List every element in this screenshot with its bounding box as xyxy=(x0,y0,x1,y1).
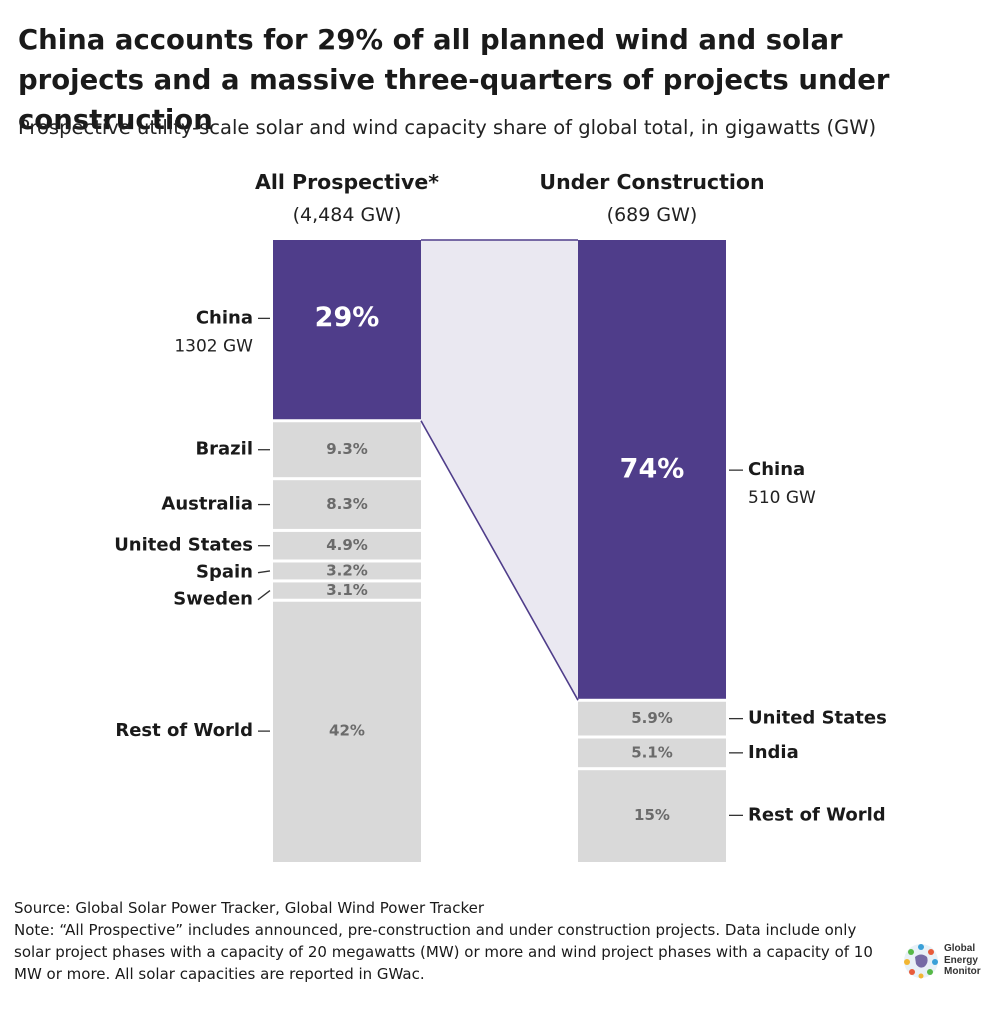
gem-logo: Global Energy Monitor xyxy=(903,941,993,981)
under-construction-bar-united-states xyxy=(578,701,726,736)
chart-subtitle: Prospective utility-scale solar and wind… xyxy=(18,116,877,139)
all-prospective-label-australia: Australia xyxy=(161,494,253,515)
under-construction-bar-rest-of-world xyxy=(578,770,726,862)
all-prospective-total-label: (4,484 GW) xyxy=(293,204,402,226)
all-prospective-value-united-states: 4.9% xyxy=(326,536,368,554)
under-construction-total-label: (689 GW) xyxy=(607,204,698,226)
china-connector-band xyxy=(421,240,578,701)
under-construction-label-china: China xyxy=(748,459,805,480)
all-prospective-bar-china xyxy=(273,240,421,420)
under-construction-value-rest-of-world: 15% xyxy=(634,806,670,824)
all-prospective-bar-spain xyxy=(273,562,421,580)
all-prospective-value-brazil: 9.3% xyxy=(326,440,368,458)
all-prospective-bar-brazil xyxy=(273,422,421,478)
logo-line-3: Monitor xyxy=(944,966,981,977)
chart-title: China accounts for 29% of all planned wi… xyxy=(18,24,890,136)
logo-wordmark: Global Energy Monitor xyxy=(944,943,981,978)
all-prospective-label-rest-of-world: Rest of World xyxy=(115,720,253,741)
footer: Source: Global Solar Power Tracker, Glob… xyxy=(14,897,884,985)
under-construction-value-china: 74% xyxy=(620,454,685,485)
all-prospective-tick-sweden xyxy=(257,590,271,601)
all-prospective-value-china: 29% xyxy=(315,302,380,333)
stacked-bar-chart: All Prospective* (4,484 GW) 29% China 1302 G… xyxy=(114,170,887,862)
globe-icon xyxy=(904,944,938,979)
all-prospective-value-australia: 8.3% xyxy=(326,495,368,513)
logo-line-2: Energy xyxy=(944,954,978,966)
all-prospective-bar-sweden xyxy=(273,582,421,599)
all-prospective-label-china: China xyxy=(196,307,253,328)
under-construction-bar-china xyxy=(578,240,726,699)
all-prospective-value-rest-of-world: 42% xyxy=(329,722,365,740)
all-prospective-label-spain: Spain xyxy=(196,562,253,583)
all-prospective-gw-china: 1302 GW xyxy=(174,336,253,356)
under-construction-label-united-states: United States xyxy=(748,708,887,729)
under-construction-label-rest-of-world: Rest of World xyxy=(748,804,886,825)
under-construction-gw-china: 510 GW xyxy=(748,488,816,508)
under-construction-bar-india xyxy=(578,738,726,768)
all-prospective-bar-australia xyxy=(273,480,421,529)
all-prospective-tick-spain xyxy=(257,570,271,574)
china-connector-bottom-line xyxy=(420,420,579,701)
note-text: Note: “All Prospective” includes announc… xyxy=(14,921,873,983)
source-text: Source: Global Solar Power Tracker, Glob… xyxy=(14,899,485,917)
all-prospective-label-brazil: Brazil xyxy=(195,439,253,460)
all-prospective-bar-rest-of-world xyxy=(273,601,421,862)
all-prospective-value-spain: 3.2% xyxy=(326,561,368,579)
all-prospective-value-sweden: 3.1% xyxy=(326,581,368,599)
all-prospective-bar-united-states xyxy=(273,531,421,560)
under-construction-value-india: 5.1% xyxy=(631,743,673,761)
under-construction-value-united-states: 5.9% xyxy=(631,709,673,727)
all-prospective-label-united-states: United States xyxy=(114,535,253,556)
all-prospective-label-sweden: Sweden xyxy=(173,589,253,610)
logo-line-1: Global xyxy=(944,943,976,954)
under-construction-heading: Under Construction xyxy=(539,170,764,194)
under-construction-label-india: India xyxy=(748,742,799,763)
all-prospective-heading: All Prospective* xyxy=(255,170,439,194)
